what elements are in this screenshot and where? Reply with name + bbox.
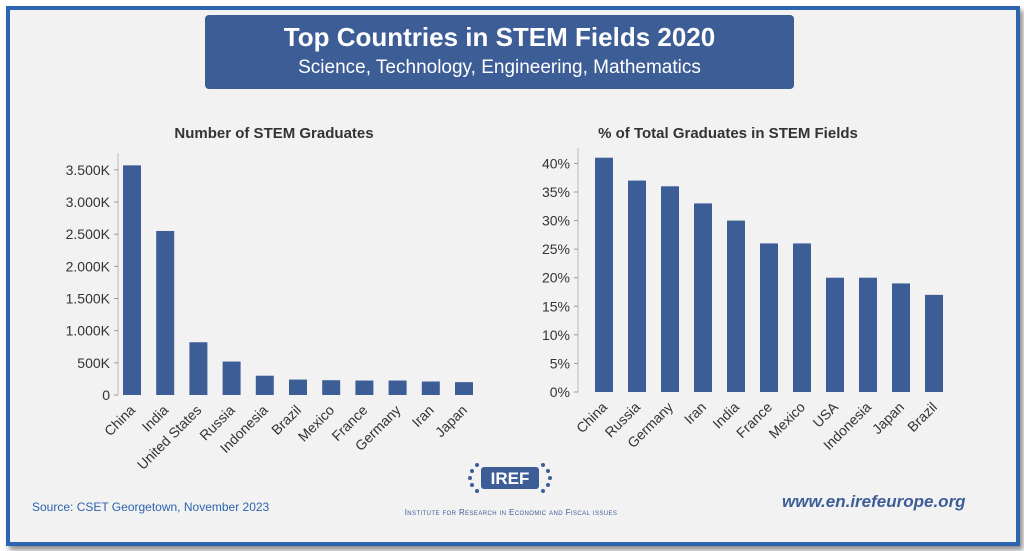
y-tick-label: 40% bbox=[542, 155, 570, 171]
bar bbox=[123, 165, 141, 395]
y-tick-label: 3.000K bbox=[66, 194, 111, 210]
bar bbox=[189, 342, 208, 395]
bar bbox=[661, 186, 679, 392]
bar bbox=[388, 380, 407, 395]
y-tick-label: 1.500K bbox=[66, 291, 111, 307]
source-note: Source: CSET Georgetown, November 2023 bbox=[32, 500, 270, 514]
x-category-label: Japan bbox=[869, 399, 907, 437]
bar bbox=[859, 277, 877, 392]
bar bbox=[355, 380, 374, 395]
bar bbox=[760, 243, 778, 392]
bar bbox=[455, 382, 473, 395]
stem-share-chart: % of Total Graduates in STEM Fields 0% 5% 1… bbox=[542, 125, 943, 453]
y-tick-label: 15% bbox=[542, 298, 570, 314]
bar bbox=[156, 230, 175, 395]
page-subtitle: Science, Technology, Engineering, Mathem… bbox=[298, 57, 701, 78]
y-tick-label: 0% bbox=[550, 384, 570, 400]
institute-name: Institute for Research in Economic and F… bbox=[404, 508, 618, 517]
x-category-label: Brazil bbox=[904, 399, 940, 435]
bar bbox=[628, 180, 646, 392]
bar bbox=[322, 380, 341, 395]
y-tick-label: 2.000K bbox=[66, 258, 111, 274]
bar bbox=[222, 361, 241, 395]
bar bbox=[826, 277, 844, 392]
bar bbox=[421, 381, 440, 395]
title-banner: Top Countries in STEM Fields 2020 Scienc… bbox=[205, 15, 794, 89]
x-category-label: Iran bbox=[409, 402, 437, 430]
website-link[interactable]: www.en.irefeurope.org bbox=[782, 492, 966, 511]
x-category-label: Mexico bbox=[295, 402, 338, 445]
y-tick-label: 0 bbox=[102, 387, 110, 403]
y-tick-label: 5% bbox=[550, 355, 570, 371]
bar bbox=[925, 294, 943, 392]
y-tick-label: 1.000K bbox=[66, 323, 111, 339]
x-category-label: Japan bbox=[432, 402, 470, 440]
bar bbox=[289, 379, 307, 395]
stem-graduates-chart: Number of STEM Graduates 0 500K 1.000K 1.500… bbox=[66, 125, 473, 473]
chart-frame bbox=[6, 6, 1020, 546]
bar bbox=[595, 157, 613, 392]
bar bbox=[892, 283, 910, 392]
y-tick-label: 3.500K bbox=[66, 162, 111, 178]
y-tick-label: 10% bbox=[542, 327, 570, 343]
x-category-label: China bbox=[101, 402, 138, 439]
bar bbox=[255, 375, 274, 395]
x-category-label: Iran bbox=[681, 399, 709, 427]
y-tick-label: 20% bbox=[542, 270, 570, 286]
y-tick-label: 500K bbox=[77, 355, 110, 371]
page-title: Top Countries in STEM Fields 2020 bbox=[283, 22, 716, 52]
x-category-label: Mexico bbox=[765, 399, 808, 442]
logo-text: IREF bbox=[491, 469, 530, 488]
chart-title: Number of STEM Graduates bbox=[174, 125, 373, 142]
iref-logo: IREF bbox=[468, 463, 552, 493]
bar bbox=[694, 203, 712, 392]
y-tick-label: 35% bbox=[542, 184, 570, 200]
bar bbox=[793, 243, 811, 392]
y-tick-label: 2.500K bbox=[66, 226, 111, 242]
chart-title: % of Total Graduates in STEM Fields bbox=[598, 125, 858, 142]
bar bbox=[727, 220, 745, 392]
y-tick-label: 30% bbox=[542, 213, 570, 229]
y-tick-label: 25% bbox=[542, 241, 570, 257]
